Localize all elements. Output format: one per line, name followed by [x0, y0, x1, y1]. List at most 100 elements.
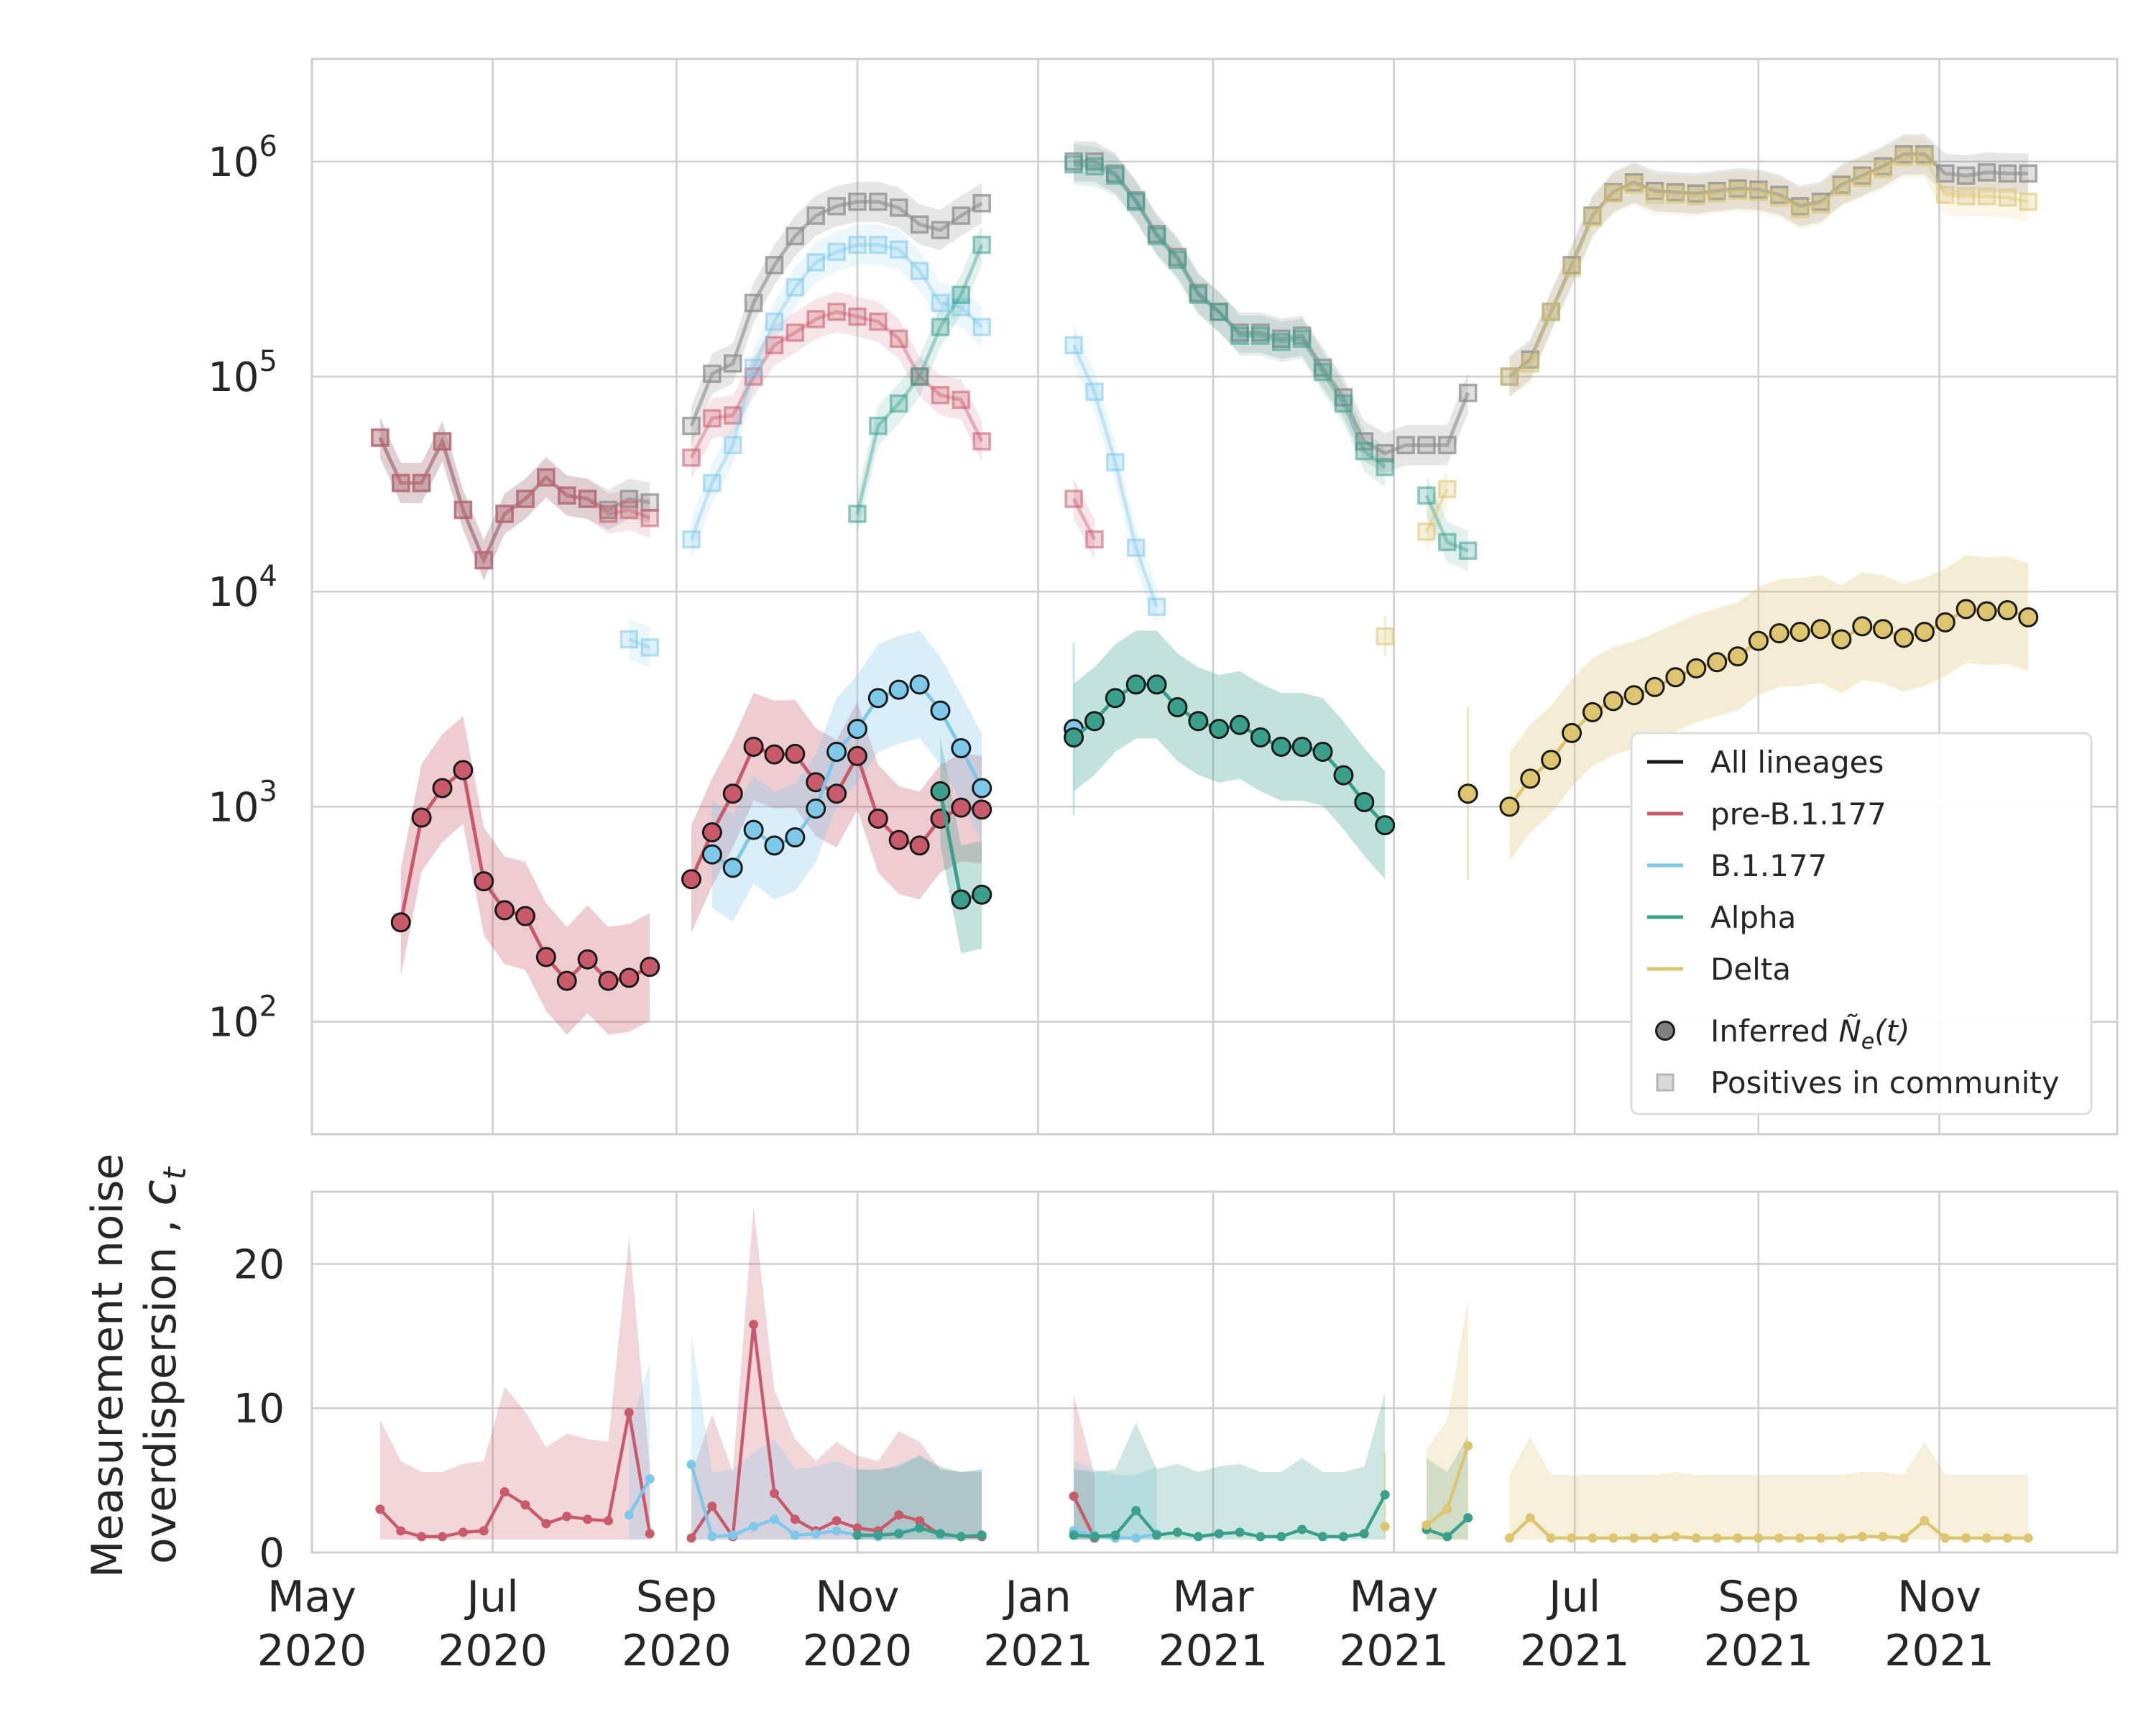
overdispersion-point-alpha: [1214, 1529, 1224, 1539]
ne-marker-b-1-177: [743, 819, 764, 840]
overdispersion-point-pre-b-1-177: [1069, 1491, 1079, 1501]
bottom-overdispersion-series: [375, 1320, 2033, 1543]
ne-band-alpha: [940, 737, 982, 954]
ne-marker-pre-b-1-177: [785, 743, 806, 764]
positives-band-alpha: [1426, 475, 1468, 571]
ne-marker-b-1-177: [951, 738, 972, 759]
ne-marker-b-1-177: [826, 741, 847, 762]
overdispersion-point-alpha: [1463, 1513, 1473, 1523]
positive-marker-all-lineages: [1998, 164, 2017, 183]
overdispersion-point-pre-b-1-177: [562, 1512, 572, 1522]
positive-marker-pre-b-1-177: [827, 303, 846, 321]
positive-marker-all-lineages: [640, 493, 659, 512]
overdispersion-point-b-1-177: [645, 1474, 655, 1484]
ne-marker-delta: [1914, 622, 1935, 643]
positives-line-all-lineages: [1508, 152, 2029, 378]
positive-marker-alpha: [1417, 486, 1436, 505]
positive-marker-delta: [1521, 354, 1540, 373]
positive-marker-alpha: [952, 285, 971, 304]
positive-marker-delta: [1915, 147, 1934, 167]
legend-label-alpha: Alpha: [1710, 900, 1796, 935]
positive-marker-alpha: [848, 505, 867, 523]
ne-marker-alpha: [1064, 727, 1084, 748]
positive-marker-all-lineages: [2019, 164, 2038, 183]
ne-marker-pre-b-1-177: [847, 745, 867, 766]
overdispersion-point-pre-b-1-177: [686, 1533, 696, 1543]
overdispersion-point-delta: [1463, 1440, 1473, 1450]
positive-marker-delta: [1438, 479, 1457, 499]
ne-marker-pre-b-1-177: [411, 807, 432, 828]
positive-marker-alpha: [931, 318, 950, 336]
positive-marker-all-lineages: [806, 206, 825, 225]
overdispersion-point-delta: [1588, 1533, 1598, 1543]
positive-marker-delta: [1500, 367, 1519, 386]
ne-marker-pre-b-1-177: [909, 835, 930, 856]
positive-marker-delta: [1708, 184, 1726, 203]
positive-marker-delta: [1936, 185, 1955, 204]
overdispersion-point-b-1-177: [728, 1530, 738, 1540]
positive-marker-all-lineages: [682, 416, 701, 436]
overdispersion-point-pre-b-1-177: [520, 1500, 530, 1510]
positive-marker-pre-b-1-177: [495, 505, 514, 523]
legend-box: [1630, 732, 2093, 1116]
positive-marker-alpha: [1106, 166, 1125, 185]
positive-marker-pre-b-1-177: [889, 329, 908, 349]
overdispersion-band-b-1-177: [691, 1335, 982, 1540]
x-tick-month: Nov: [1897, 1572, 1981, 1622]
top-y-tick-label: 106: [208, 130, 277, 186]
overdispersion-point-delta: [1940, 1533, 1950, 1543]
positive-marker-delta: [1770, 188, 1789, 207]
ne-marker-pre-b-1-177: [951, 797, 972, 818]
positive-marker-pre-b-1-177: [806, 310, 825, 328]
overdispersion-point-pre-b-1-177: [852, 1523, 862, 1533]
positive-marker-pre-b-1-177: [599, 505, 618, 523]
overdispersion-point-delta: [1422, 1520, 1432, 1530]
overdispersion-band-pre-b-1-177: [691, 1206, 982, 1540]
ne-marker-b-1-177: [867, 688, 888, 709]
positive-marker-alpha: [1272, 332, 1291, 351]
ne-marker-delta: [1707, 652, 1728, 673]
positive-marker-all-lineages: [1376, 443, 1394, 463]
ne-marker-delta: [1457, 783, 1478, 804]
ne-marker-delta: [1520, 768, 1541, 789]
overdispersion-point-alpha: [1172, 1527, 1182, 1537]
positive-marker-alpha: [1230, 326, 1249, 345]
positive-marker-delta: [1977, 187, 1996, 206]
positive-marker-delta: [1417, 523, 1436, 541]
ne-marker-pre-b-1-177: [598, 970, 619, 991]
positive-marker-delta: [1542, 303, 1560, 321]
x-tick-month: May: [1350, 1572, 1439, 1622]
ne-marker-delta: [1997, 599, 2018, 620]
overdispersion-point-delta: [2002, 1533, 2012, 1543]
overdispersion-point-delta: [1899, 1533, 1909, 1543]
positive-marker-all-lineages: [765, 256, 784, 275]
ne-marker-pre-b-1-177: [681, 869, 701, 890]
positives-line-delta: [1508, 155, 2029, 379]
positive-marker-alpha: [1251, 326, 1270, 345]
positive-marker-delta: [1998, 188, 2017, 207]
positive-marker-b-1-177: [972, 318, 991, 336]
positive-marker-delta: [1894, 147, 1913, 167]
overdispersion-point-b-1-177: [1131, 1533, 1141, 1543]
x-tick-year: 2021: [1520, 1626, 1630, 1676]
top-panel: 102 103 104 105 106 All lineages pre-B.1.177 B…: [208, 58, 2119, 1136]
x-tick-year: 2020: [438, 1626, 548, 1676]
legend-label-positives-in-community: Positives in community: [1710, 1065, 2060, 1100]
ne-marker-pre-b-1-177: [556, 970, 577, 991]
positives-line-b-1-177: [628, 638, 651, 650]
legend-circle-marker: [1655, 1021, 1675, 1041]
overdispersion-point-alpha: [1318, 1532, 1328, 1542]
ne-band-alpha: [1074, 630, 1386, 880]
positive-marker-alpha: [1458, 541, 1478, 560]
positives-band-pre-b-1-177: [1074, 479, 1095, 560]
positive-marker-b-1-177: [765, 312, 784, 331]
ne-marker-alpha: [1105, 688, 1125, 709]
top-inferred-ne-series: [390, 599, 2039, 991]
top-grid: [310, 59, 2117, 1134]
positives-line-alpha: [1073, 162, 1386, 469]
positive-marker-pre-b-1-177: [537, 468, 556, 487]
positives-band-alpha: [1074, 144, 1386, 487]
ne-marker-pre-b-1-177: [535, 947, 556, 967]
x-tick-month: May: [267, 1572, 356, 1622]
overdispersion-band-delta: [1426, 1299, 1468, 1540]
